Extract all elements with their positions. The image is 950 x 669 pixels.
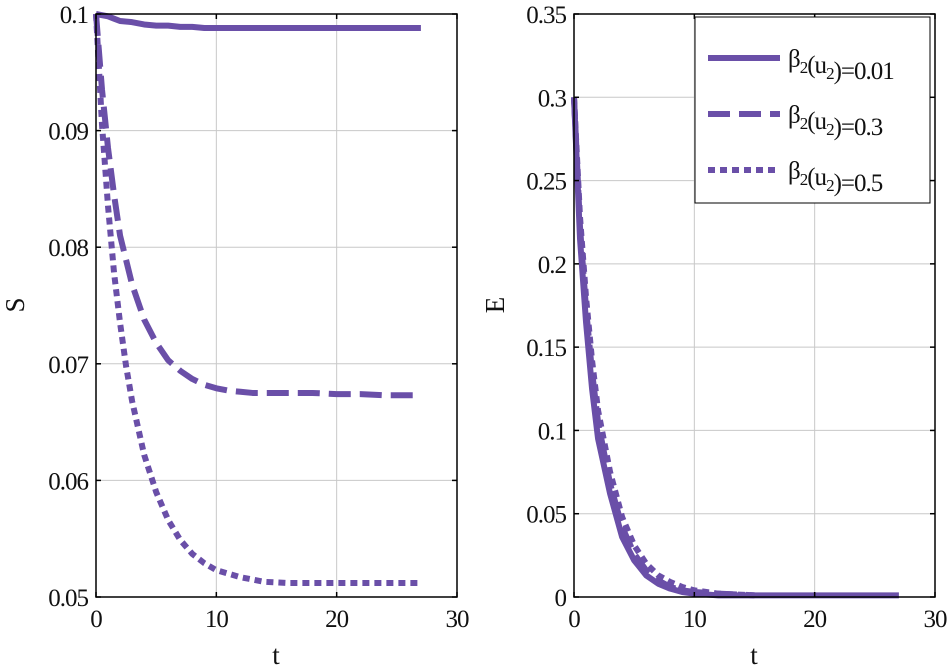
legend-entry-label: β2(u2)=0.5 [788,158,883,197]
y-tick-label: 0.35 [526,2,566,29]
y-tick-label: 0.25 [526,169,566,196]
y-tick-label: 0.05 [526,502,566,529]
x-tick-label: 30 [446,606,470,633]
y-tick-label: 0.2 [538,252,567,279]
y-tick-label: 0.3 [538,85,567,112]
y-tick-label: 0.06 [48,468,88,495]
y-axis-label-right: E [480,297,510,314]
legend-entry-label: β2(u2)=0.01 [788,46,894,85]
series-line-dotted [571,97,755,599]
series-line-solid [95,11,421,31]
x-axis-label-right: t [750,640,758,669]
series-line-dotted [93,13,421,587]
x-tick-label: 10 [683,606,707,633]
y-tick-label: 0.15 [526,335,566,362]
x-tick-label: 0 [90,606,102,633]
y-axis-label-left: S [0,297,30,312]
series-line-dashed [93,13,421,399]
y-tick-label: 0.07 [48,352,88,379]
x-tick-label: 0 [568,606,580,633]
y-tick-label: 0.09 [48,119,88,146]
left-panel: 0 10 20 30 0.05 0.06 0.07 0.08 0.09 0.1 [48,2,470,633]
legend-entry-label: β2(u2)=0.3 [788,102,883,141]
y-tick-label: 0.1 [538,418,566,445]
right-panel: 0 10 20 30 0 0.05 0.1 0.15 0.2 0.25 0.3 0.35 [526,2,948,633]
x-tick-label: 30 [924,606,948,633]
x-tick-label: 10 [205,606,229,633]
x-tick-label: 20 [325,606,349,633]
legend: β2(u2)=0.01 β2(u2)=0.3 β2(u2)=0.5 [694,16,931,204]
x-tick-label: 20 [803,606,827,633]
y-tick-label: 0.08 [48,235,88,262]
x-axis-label-left: t [272,640,280,669]
plot-frame [573,13,936,598]
y-tick-label: 0 [555,585,567,612]
y-tick-label: 0.1 [60,2,88,29]
y-tick-label: 0.05 [48,585,88,612]
plot-frame [95,13,458,598]
